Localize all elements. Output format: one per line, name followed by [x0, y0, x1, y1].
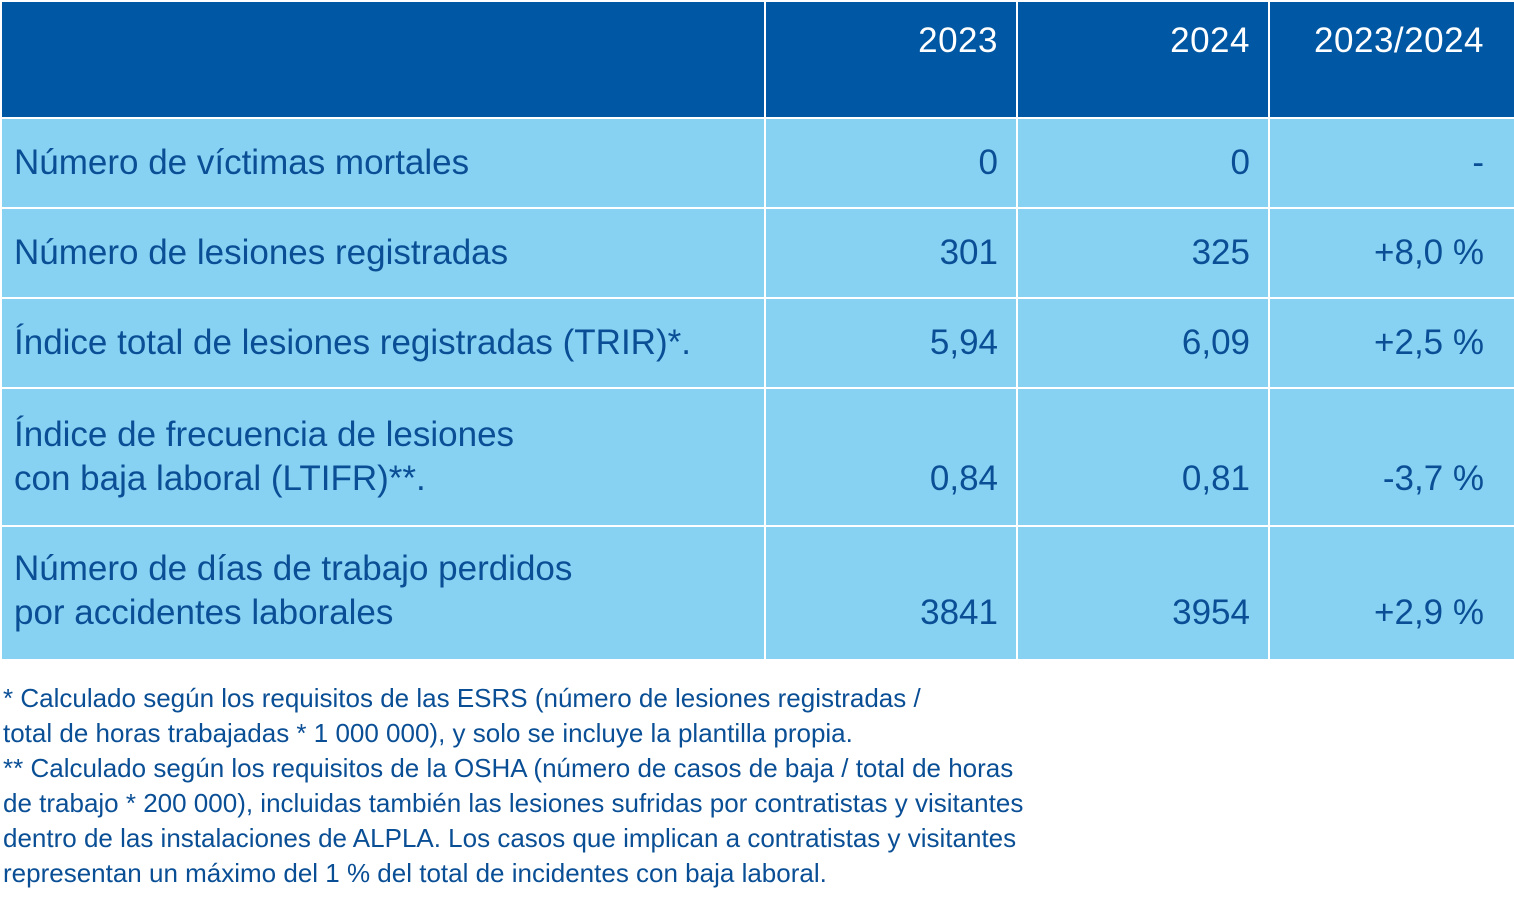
value-2024: 0	[1016, 117, 1270, 209]
header-2023-2024: 2023/2024	[1268, 0, 1514, 119]
footnote-2-line-1: ** Calculado según los requisitos de la …	[3, 753, 1014, 783]
table-header-row: 2023 2024 2023/2024	[0, 0, 1514, 119]
table-row: Número de días de trabajo perdidos por a…	[0, 525, 1514, 661]
value-2024: 0,81	[1016, 387, 1270, 527]
table-row: Índice de frecuencia de lesiones con baj…	[0, 387, 1514, 527]
value-2023: 301	[764, 207, 1018, 299]
row-label-text: Número de lesiones registradas	[14, 233, 509, 272]
row-label-line-2: por accidentes laborales	[14, 593, 394, 632]
footnote-2-line-2: de trabajo * 200 000), incluidas también…	[3, 788, 1024, 818]
value-change: +2,9 %	[1268, 525, 1514, 661]
row-label: Índice de frecuencia de lesiones con baj…	[0, 387, 766, 527]
footnote-1-line-2: total de horas trabajadas * 1 000 000), …	[3, 718, 853, 748]
value-2024: 3954	[1016, 525, 1270, 661]
value-2023: 5,94	[764, 297, 1018, 389]
value-2023: 3841	[764, 525, 1018, 661]
header-2023: 2023	[764, 0, 1018, 119]
table-row: Número de lesiones registradas 301 325 +…	[0, 207, 1514, 299]
row-label-line-1: Índice de frecuencia de lesiones	[14, 415, 515, 454]
table-row: Número de víctimas mortales 0 0 -	[0, 117, 1514, 209]
header-corner-cell	[0, 0, 766, 119]
safety-metrics-table: 2023 2024 2023/2024 Número de víctimas m…	[0, 0, 1514, 661]
row-label-text: Índice total de lesiones registradas (TR…	[14, 323, 691, 362]
row-label: Número de víctimas mortales	[0, 117, 766, 209]
footnote-1-line-1: * Calculado según los requisitos de las …	[3, 683, 921, 713]
row-label-text: Número de víctimas mortales	[14, 143, 470, 182]
footnote-2-line-3: dentro de las instalaciones de ALPLA. Lo…	[3, 823, 1017, 853]
value-2024: 6,09	[1016, 297, 1270, 389]
value-2024: 325	[1016, 207, 1270, 299]
table-row: Índice total de lesiones registradas (TR…	[0, 297, 1514, 389]
row-label-line-1: Número de días de trabajo perdidos	[14, 549, 573, 588]
header-2024: 2024	[1016, 0, 1270, 119]
value-2023: 0	[764, 117, 1018, 209]
footnote-2-line-4: representan un máximo del 1 % del total …	[3, 858, 827, 888]
value-change: -	[1268, 117, 1514, 209]
row-label: Número de días de trabajo perdidos por a…	[0, 525, 766, 661]
row-label: Número de lesiones registradas	[0, 207, 766, 299]
footnotes: * Calculado según los requisitos de las …	[3, 681, 1253, 891]
row-label-line-2: con baja laboral (LTIFR)**.	[14, 459, 426, 498]
value-change: +8,0 %	[1268, 207, 1514, 299]
value-2023: 0,84	[764, 387, 1018, 527]
row-label: Índice total de lesiones registradas (TR…	[0, 297, 766, 389]
value-change: -3,7 %	[1268, 387, 1514, 527]
value-change: +2,5 %	[1268, 297, 1514, 389]
